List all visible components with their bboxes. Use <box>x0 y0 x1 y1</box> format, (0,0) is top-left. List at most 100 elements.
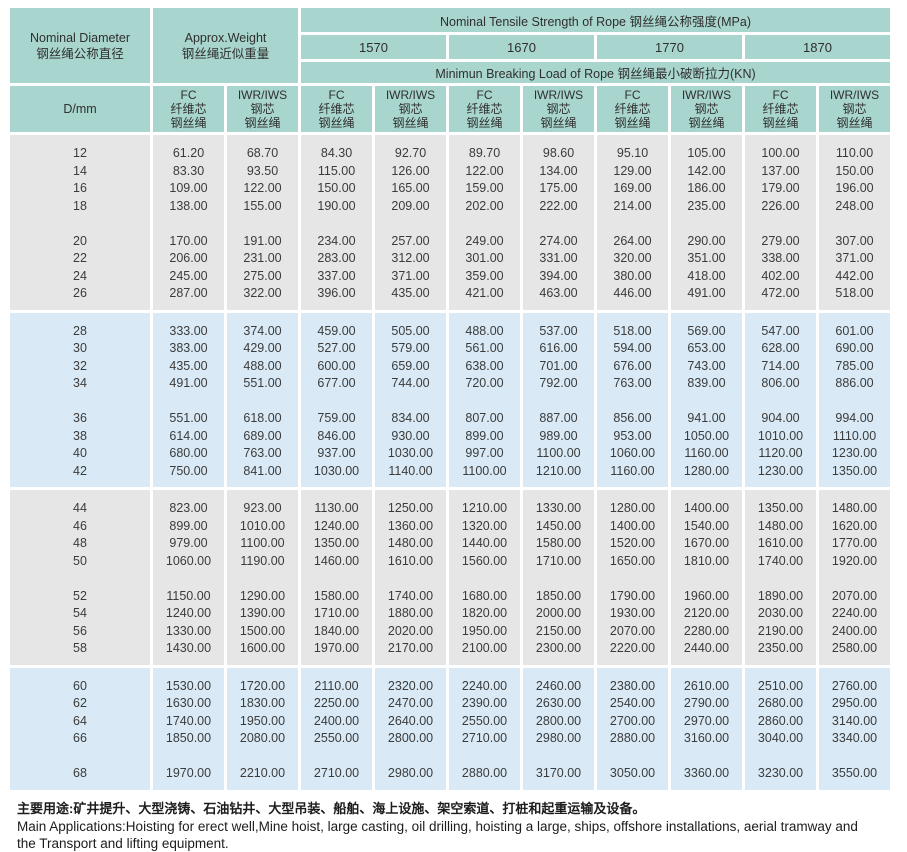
value-cell: 2510.00 2680.00 2860.00 3040.00 3230.00 <box>745 667 817 790</box>
table-block-row: 44 46 48 50 52 54 56 58 823.00 899.00 979.00 1060.… <box>10 490 891 665</box>
breaking-load-value: 186.00 <box>687 181 726 195</box>
breaking-load-value: 206.00 <box>169 251 208 265</box>
row-group-gap <box>11 393 149 411</box>
breaking-load-value: 2580.00 <box>831 641 878 655</box>
breaking-load-value: 196.00 <box>835 181 874 195</box>
breaking-load-value: 1360.00 <box>387 518 434 533</box>
breaking-load-value: 301.00 <box>465 251 504 265</box>
breaking-load-value: 105.00 <box>687 146 726 160</box>
breaking-load-value: 677.00 <box>317 376 356 390</box>
value-cell: 333.00 383.00 435.00 491.00 551.00 614.00 680… <box>153 312 224 487</box>
breaking-load-value: 2550.00 <box>313 731 360 745</box>
breaking-load-value: 2800.00 <box>535 713 582 728</box>
breaking-load-value: 1970.00 <box>313 641 360 655</box>
breaking-load-value: 1210.00 <box>535 463 582 478</box>
breaking-load-value: 1840.00 <box>313 623 360 638</box>
value-cell: 2320.00 2470.00 2640.00 2800.00 2980.00 <box>375 667 447 790</box>
breaking-load-value: 421.00 <box>465 286 504 300</box>
breaking-load-value: 155.00 <box>243 198 282 213</box>
value-cell: 505.00 579.00 659.00 744.00 834.00 930.00 103… <box>375 312 447 487</box>
breaking-load-value: 1950.00 <box>461 623 508 638</box>
breaking-load-value: 488.00 <box>465 323 504 338</box>
diameter-value: 22 <box>73 251 87 265</box>
breaking-load-value: 222.00 <box>539 198 578 213</box>
breaking-load-value: 1450.00 <box>535 518 582 533</box>
breaking-load-value: 150.00 <box>317 181 356 195</box>
breaking-load-value: 249.00 <box>465 233 504 248</box>
breaking-load-value: 841.00 <box>243 463 282 478</box>
breaking-load-value: 307.00 <box>835 233 874 248</box>
breaking-load-value: 1110.00 <box>832 428 877 443</box>
row-group-gap <box>524 748 593 766</box>
diameter-value: 52 <box>73 588 87 603</box>
breaking-load-value: 1930.00 <box>609 606 656 620</box>
breaking-load-value: 979.00 <box>169 536 208 550</box>
breaking-load-value: 1280.00 <box>609 501 656 515</box>
breaking-load-value: 834.00 <box>391 411 430 425</box>
breaking-load-value: 2150.00 <box>535 623 582 638</box>
row-group-gap <box>11 215 149 233</box>
row-group-gap <box>228 215 297 233</box>
value-cell: 100.00 137.00 179.00 226.00 279.00 338.00 402… <box>745 135 817 310</box>
breaking-load-value: 1740.00 <box>757 553 804 568</box>
header-nominal-diameter-en: Nominal Diameter <box>29 30 131 45</box>
breaking-load-value: 459.00 <box>317 323 356 338</box>
breaking-load-value: 763.00 <box>613 376 652 390</box>
row-group-gap <box>820 215 889 233</box>
breaking-load-value: 1390.00 <box>239 606 286 620</box>
diameter-value: 48 <box>73 536 87 550</box>
breaking-load-value: 1810.00 <box>683 553 730 568</box>
header-iwr-iws: IWR/IWS 钢芯 钢丝绳 <box>671 86 743 132</box>
row-group-gap <box>376 215 445 233</box>
breaking-load-value: 579.00 <box>391 341 430 355</box>
breaking-load-value: 2240.00 <box>831 606 878 620</box>
breaking-load-value: 856.00 <box>613 411 652 425</box>
breaking-load-value: 312.00 <box>391 251 430 265</box>
value-cell: 823.00 899.00 979.00 1060.00 1150.00 1240.00… <box>153 490 224 665</box>
breaking-load-value: 2980.00 <box>387 766 434 780</box>
value-cell: 601.00 690.00 785.00 886.00 994.00 1110.00 12… <box>819 312 891 487</box>
breaking-load-value: 3230.00 <box>757 766 804 780</box>
diameter-value: 64 <box>73 713 87 728</box>
breaking-load-value: 1350.00 <box>313 536 360 550</box>
breaking-load-value: 235.00 <box>687 198 726 213</box>
breaking-load-value: 394.00 <box>539 268 578 283</box>
breaking-load-value: 3550.00 <box>831 766 878 780</box>
breaking-load-value: 279.00 <box>761 233 800 248</box>
breaking-load-value: 122.00 <box>465 163 504 178</box>
diameter-value: 36 <box>73 411 87 425</box>
breaking-load-value: 763.00 <box>243 446 282 460</box>
diameter-cell: 12 14 16 18 20 22 24 26 <box>10 135 150 310</box>
breaking-load-value: 435.00 <box>391 286 430 300</box>
breaking-load-value: 1580.00 <box>535 536 582 550</box>
breaking-load-value: 1890.00 <box>757 588 804 603</box>
breaking-load-value: 3140.00 <box>831 713 878 728</box>
breaking-load-value: 2390.00 <box>461 696 508 710</box>
breaking-load-value: 2880.00 <box>461 766 508 780</box>
breaking-load-value: 1150.00 <box>166 588 211 603</box>
breaking-load-value: 2510.00 <box>757 678 804 693</box>
value-cell: 105.00 142.00 186.00 235.00 290.00 351.00 418… <box>671 135 743 310</box>
breaking-load-value: 1230.00 <box>757 463 804 478</box>
breaking-load-value: 122.00 <box>243 181 282 195</box>
breaking-load-value: 129.00 <box>613 163 652 178</box>
row-group-gap <box>376 570 445 588</box>
breaking-load-value: 2790.00 <box>683 696 730 710</box>
breaking-load-value: 989.00 <box>539 428 578 443</box>
breaking-load-value: 2240.00 <box>461 678 508 693</box>
breaking-load-value: 115.00 <box>317 163 356 178</box>
row-group-gap <box>820 570 889 588</box>
breaking-load-value: 1620.00 <box>831 518 878 533</box>
breaking-load-value: 904.00 <box>761 411 800 425</box>
breaking-load-value: 1060.00 <box>609 446 656 460</box>
breaking-load-value: 537.00 <box>539 323 578 338</box>
breaking-load-value: 1960.00 <box>683 588 730 603</box>
breaking-load-value: 331.00 <box>539 251 578 265</box>
row-group-gap <box>450 748 519 766</box>
breaking-load-value: 2070.00 <box>609 623 656 638</box>
breaking-load-value: 175.00 <box>539 181 578 195</box>
breaking-load-value: 100.00 <box>761 146 800 160</box>
row-group-gap <box>598 570 667 588</box>
strength-1570: 1570 <box>301 35 447 59</box>
breaking-load-value: 338.00 <box>761 251 800 265</box>
